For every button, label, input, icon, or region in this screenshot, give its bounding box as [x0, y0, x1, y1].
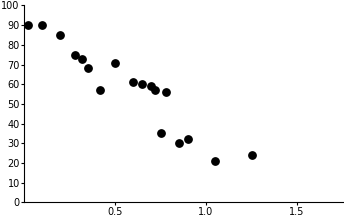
Point	[40, 23, 45, 27]
Point	[98, 88, 103, 92]
Point	[130, 80, 136, 84]
Point	[112, 61, 118, 64]
Point	[149, 84, 154, 88]
Point	[152, 88, 158, 92]
Point	[212, 159, 218, 163]
Point	[158, 132, 163, 135]
Point	[79, 57, 85, 60]
Point	[176, 141, 182, 145]
Point	[25, 23, 30, 27]
Point	[85, 67, 90, 70]
Point	[140, 82, 145, 86]
Point	[185, 138, 191, 141]
Point	[249, 153, 254, 157]
Point	[57, 33, 63, 37]
Point	[163, 90, 169, 94]
Point	[72, 53, 78, 56]
